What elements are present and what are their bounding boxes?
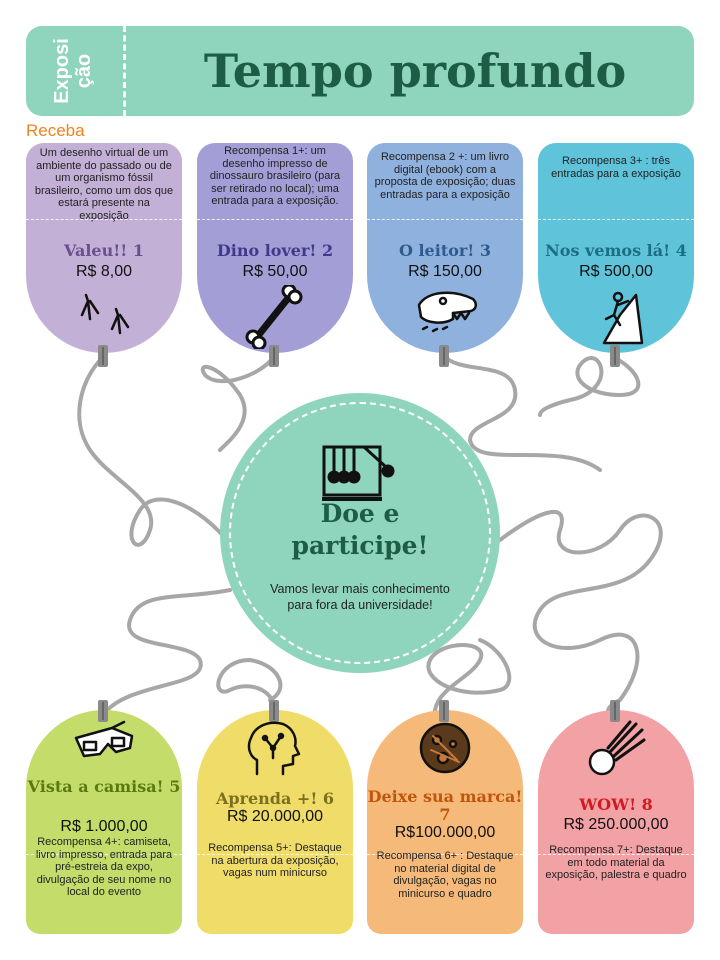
string-8 — [426, 638, 512, 722]
meteor-rock-icon — [413, 716, 477, 780]
reward-card-5[interactable]: Vista a camisa! 5 R$ 1.000,00 Recompensa 4… — [26, 700, 182, 934]
reward-card-6[interactable]: Aprenda +! 6 R$ 20.000,00 Recompensa 5+: D… — [197, 700, 353, 934]
reward-divider — [197, 219, 353, 220]
reward-price: R$ 1.000,00 — [60, 818, 148, 835]
clip-icon — [267, 345, 281, 367]
circle-title-line2: participe! — [291, 531, 429, 560]
bone-icon — [243, 283, 307, 351]
string-2 — [200, 356, 275, 452]
reward-divider — [538, 854, 694, 855]
newtons-cradle-icon — [322, 445, 395, 501]
reward-card-2[interactable]: Recompensa 1+: um desenho impresso de di… — [197, 143, 353, 367]
reward-name: Valeu!! 1 — [64, 241, 144, 260]
string-6 — [98, 588, 232, 722]
string-4 — [538, 355, 641, 417]
exhibition-label-text: Exposi ção — [51, 26, 95, 116]
circle-title: Doe e participe! — [220, 498, 500, 562]
reward-description: Recompensa 2 +: um livro digital (ebook)… — [374, 151, 516, 201]
reward-divider — [367, 219, 523, 220]
exhibition-label: Exposi ção — [26, 26, 126, 116]
reward-description: Recompensa 3+ : três entradas para a exp… — [551, 155, 681, 180]
exhibition-label-line1: Exposi — [51, 38, 73, 104]
reward-divider — [26, 219, 182, 220]
brain-circuit-icon — [243, 716, 307, 780]
clip-icon — [96, 700, 110, 722]
reward-divider — [197, 854, 353, 855]
donate-circle[interactable]: Doe e participe! Vamos levar mais conhec… — [220, 393, 500, 673]
header-divider — [123, 26, 126, 116]
reward-price: R$ 500,00 — [579, 263, 653, 280]
footprints-icon — [72, 285, 136, 349]
reward-description: Recompensa 7+: Destaque em todo material… — [545, 844, 687, 881]
reward-description: Recompensa 5+: Destaque na abertura da e… — [208, 842, 342, 879]
reward-description: Recompensa 6+ : Destaque no material dig… — [376, 850, 514, 900]
clip-icon — [608, 700, 622, 722]
reward-card-8[interactable]: WOW! 8 R$ 250.000,00 Recompensa 7+: Destaq… — [538, 700, 694, 934]
reward-card-7[interactable]: Deixe sua marca! 7 R$100.000,00 Recompensa… — [367, 700, 523, 934]
reward-price: R$100.000,00 — [394, 824, 496, 841]
string-7 — [216, 657, 283, 722]
reward-description: Recompensa 1+: um desenho impresso de di… — [209, 145, 341, 207]
reward-name: Vista a camisa! 5 — [27, 777, 181, 796]
clip-icon — [96, 345, 110, 367]
section-label: Receba — [26, 121, 85, 140]
reward-name: Deixe sua marca! 7 — [367, 787, 523, 824]
exhibition-label-line2: ção — [73, 53, 95, 89]
string-3 — [441, 353, 602, 472]
page-title: Tempo profundo — [203, 44, 627, 98]
string-5 — [498, 510, 663, 722]
reward-price: R$ 20.000,00 — [226, 808, 324, 825]
reward-divider — [367, 854, 523, 855]
reward-price: R$ 150,00 — [408, 263, 482, 280]
reward-name: WOW! 8 — [579, 795, 653, 814]
reward-name: Dino lover! 2 — [216, 241, 334, 260]
reward-price: R$ 250.000,00 — [563, 816, 669, 833]
string-1 — [77, 355, 242, 562]
reward-price: R$ 50,00 — [242, 263, 308, 280]
reward-name: O leitor! 3 — [398, 241, 492, 260]
climber-icon — [584, 285, 648, 349]
reward-card-4[interactable]: Recompensa 3+ : três entradas para a exp… — [538, 143, 694, 367]
dinosaur-skull-icon — [413, 285, 477, 349]
reward-name: Nos vemos lá! 4 — [545, 241, 687, 260]
3d-glasses-icon — [72, 716, 136, 780]
circle-title-line1: Doe e — [320, 499, 400, 528]
header-banner: Exposi ção Tempo profundo — [26, 26, 694, 116]
circle-dashed-ring — [229, 402, 491, 664]
clip-icon — [437, 700, 451, 722]
meteor-icon — [584, 716, 648, 780]
clip-icon — [267, 700, 281, 722]
reward-description: Recompensa 4+: camiseta, livro impresso,… — [35, 836, 173, 898]
reward-name: Aprenda +! 6 — [215, 789, 335, 808]
reward-divider — [538, 219, 694, 220]
reward-divider — [26, 854, 182, 855]
reward-description: Um desenho virtual de um ambiente do pas… — [34, 147, 174, 222]
circle-subtitle: Vamos levar mais conhecimento para fora … — [270, 582, 450, 612]
reward-price: R$ 8,00 — [75, 263, 133, 280]
reward-card-1[interactable]: Um desenho virtual de um ambiente do pas… — [26, 143, 182, 367]
clip-icon — [437, 345, 451, 367]
reward-card-3[interactable]: Recompensa 2 +: um livro digital (ebook)… — [367, 143, 523, 367]
clip-icon — [608, 345, 622, 367]
